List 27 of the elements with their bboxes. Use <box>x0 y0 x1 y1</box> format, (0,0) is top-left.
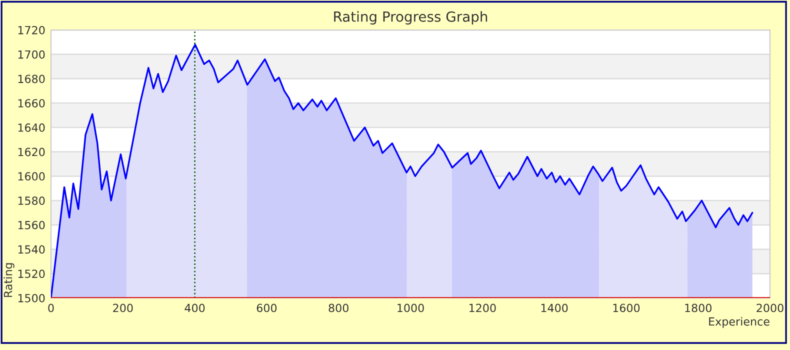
y-tick-label: 1580 <box>18 196 45 205</box>
line-series <box>51 44 754 298</box>
y-tick-label: 1520 <box>18 270 45 278</box>
y-tick-label: 1640 <box>18 123 45 132</box>
x-tick-label: 1600 <box>613 304 640 312</box>
y-tick-label: 1600 <box>18 172 45 181</box>
y-tick-label: 1680 <box>18 74 45 84</box>
x-tick-label: 1400 <box>541 304 568 312</box>
y-tick-label: 1540 <box>18 245 45 254</box>
y-tick-label: 1620 <box>18 148 45 156</box>
y-tick-label: 1660 <box>18 99 45 108</box>
x-axis-title: Experience <box>709 317 770 328</box>
x-tick-label: 1000 <box>398 304 424 312</box>
y-tick-label: 1560 <box>18 220 45 230</box>
chart-title: Rating Progress Graph <box>334 11 488 25</box>
x-tick-label: 1800 <box>685 304 712 312</box>
x-tick-label: 800 <box>328 304 348 312</box>
y-tick-label: 1700 <box>18 50 45 59</box>
y-tick-label: 1720 <box>18 26 45 34</box>
y-axis-title: Rating <box>4 263 14 297</box>
x-tick-label: 400 <box>184 304 205 312</box>
x-tick-label: 600 <box>256 304 277 312</box>
y-tick-label: 1500 <box>18 294 45 302</box>
x-tick-label: 0 <box>48 304 54 312</box>
x-tick-label: 1200 <box>469 304 496 312</box>
x-tick-label: 2000 <box>756 304 784 312</box>
x-tick-label: 200 <box>113 304 133 312</box>
